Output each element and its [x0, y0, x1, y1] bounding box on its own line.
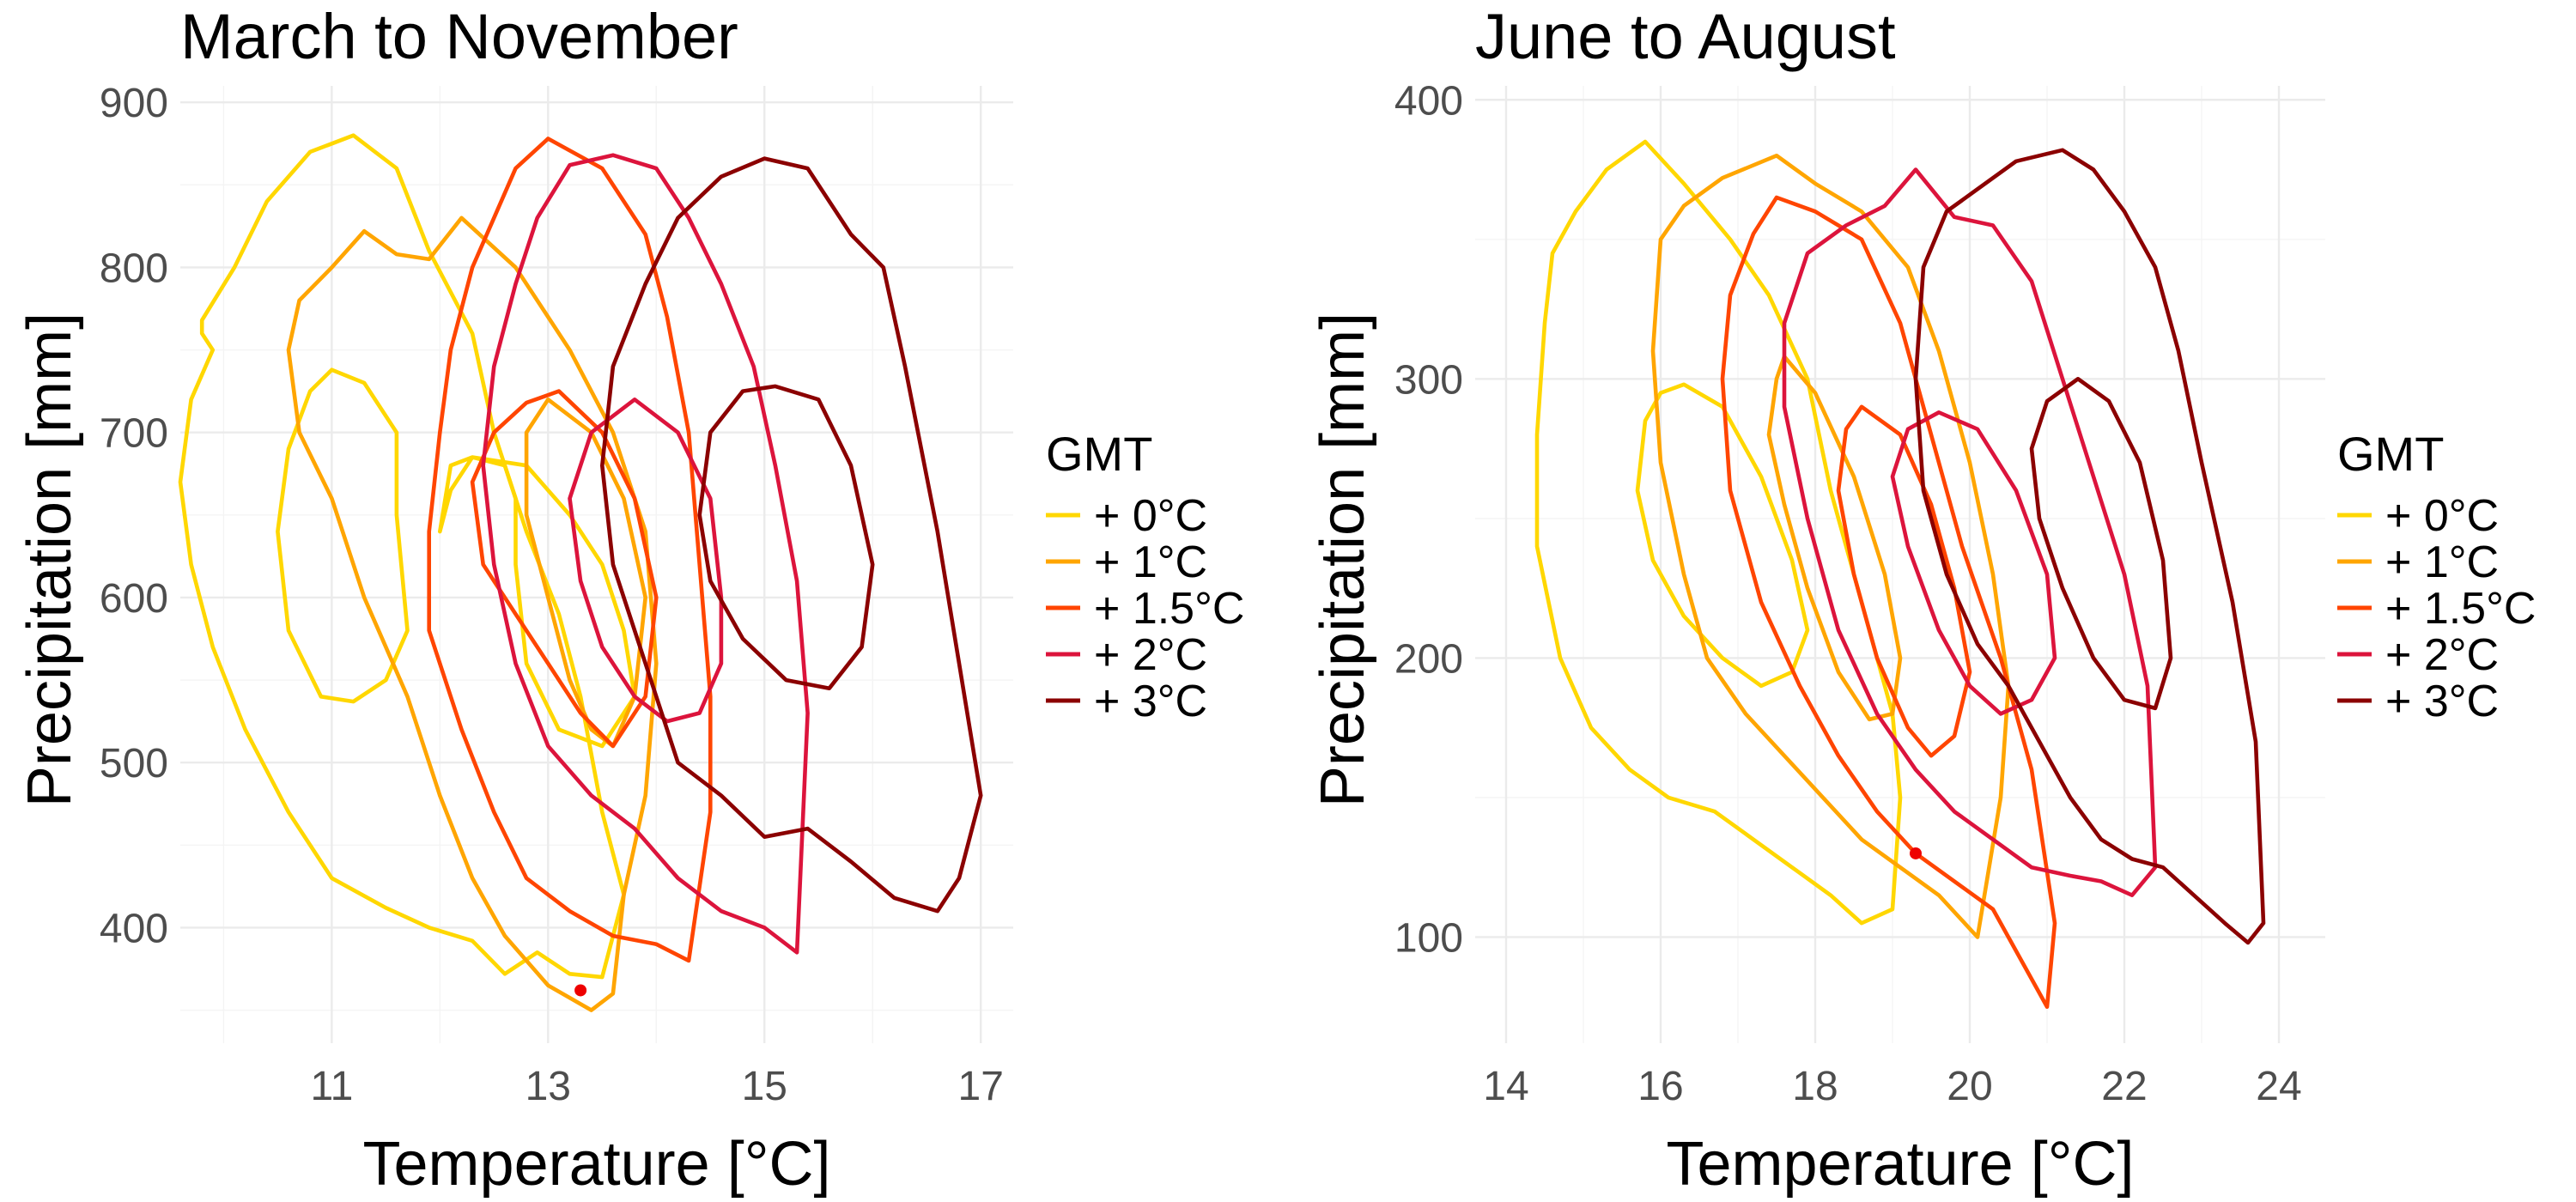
- y-tick-label: 400: [1394, 78, 1463, 124]
- legend-title: GMT: [2337, 427, 2444, 481]
- legend-label: + 2°C: [1094, 630, 1207, 680]
- legend-label: + 1.5°C: [2385, 584, 2536, 634]
- legend-label: + 0°C: [1094, 491, 1207, 541]
- contour-line: [1836, 404, 1972, 758]
- y-tick-label: 800: [100, 246, 168, 291]
- y-tick-label: 400: [100, 906, 168, 951]
- y-tick-label: 100: [1394, 915, 1463, 961]
- x-axis-title: Temperature [°C]: [363, 1130, 831, 1199]
- x-tick-label: 22: [2101, 1064, 2147, 1109]
- y-tick-label: 500: [100, 741, 168, 786]
- contour-line: [178, 133, 626, 980]
- contour-line: [470, 389, 659, 749]
- contour-line: [1766, 355, 1903, 722]
- contour-line: [286, 216, 659, 1012]
- contour-line: [600, 156, 983, 914]
- contour-line: [1782, 167, 2158, 897]
- legend-label: + 1°C: [2385, 537, 2499, 587]
- contour-line: [1635, 382, 1810, 689]
- y-tick-label: 300: [1394, 357, 1463, 403]
- y-tick-label: 600: [100, 576, 168, 622]
- y-tick-label: 700: [100, 411, 168, 457]
- contour-line: [1534, 139, 1903, 926]
- contour-line: [427, 137, 713, 963]
- contour-line: [1650, 154, 2011, 939]
- contour-line: [697, 384, 875, 690]
- y-axis-title: Precipitation [mm]: [15, 313, 84, 807]
- x-axis-title: Temperature [°C]: [1667, 1130, 2135, 1199]
- observed-point: [1910, 847, 1922, 859]
- x-tick-label: 15: [742, 1064, 787, 1109]
- contour-line: [481, 153, 810, 955]
- x-tick-label: 20: [1947, 1064, 1992, 1109]
- legend-title: GMT: [1046, 427, 1152, 481]
- x-tick-label: 24: [2256, 1064, 2301, 1109]
- panel-left: March to November 11 13 15 17 400 500 600 700 80…: [15, 1, 1244, 1199]
- x-tick-label: 17: [958, 1064, 1004, 1109]
- x-tick-label: 11: [310, 1064, 353, 1109]
- x-tick-label: 18: [1792, 1064, 1838, 1109]
- contour-line: [568, 398, 724, 724]
- panel-right: June to August 14 16 18 20 22 24100200300400 …: [1309, 1, 2536, 1199]
- contour-line: [276, 367, 410, 704]
- x-tick-label: 14: [1483, 1064, 1528, 1109]
- legend-label: + 3°C: [2385, 677, 2499, 726]
- contour-line: [1913, 148, 2266, 945]
- x-tick-label: 13: [526, 1064, 571, 1109]
- legend-label: + 0°C: [2385, 491, 2499, 541]
- contour-line: [1720, 195, 2057, 1009]
- legend-label: + 2°C: [2385, 630, 2499, 680]
- legend-label: + 3°C: [1094, 677, 1207, 726]
- plot-area: 11 13 15 17 400 500 600 700 800 900: [100, 81, 1013, 1109]
- x-tick-label: 16: [1637, 1064, 1683, 1109]
- y-tick-label: 200: [1394, 636, 1463, 682]
- y-tick-label: 900: [100, 81, 168, 126]
- legend-label: + 1.5°C: [1094, 584, 1244, 634]
- plot-area: 14 16 18 20 22 24 100 200 300 400: [1394, 78, 2325, 1109]
- contour-line: [1890, 410, 2057, 716]
- legend-label: + 1°C: [1094, 537, 1207, 587]
- legend: GMT + 0°C+ 1°C+ 1.5°C+ 2°C+ 3°C: [2337, 427, 2536, 726]
- contour-line: [2029, 377, 2173, 711]
- panel-title: March to November: [180, 1, 738, 72]
- contour-line: [437, 455, 637, 749]
- panel-title: June to August: [1475, 1, 1896, 72]
- observed-point: [574, 984, 587, 997]
- y-axis-title: Precipitation [mm]: [1309, 313, 1377, 807]
- legend: GMT + 0°C+ 1°C+ 1.5°C+ 2°C+ 3°C: [1046, 427, 1244, 726]
